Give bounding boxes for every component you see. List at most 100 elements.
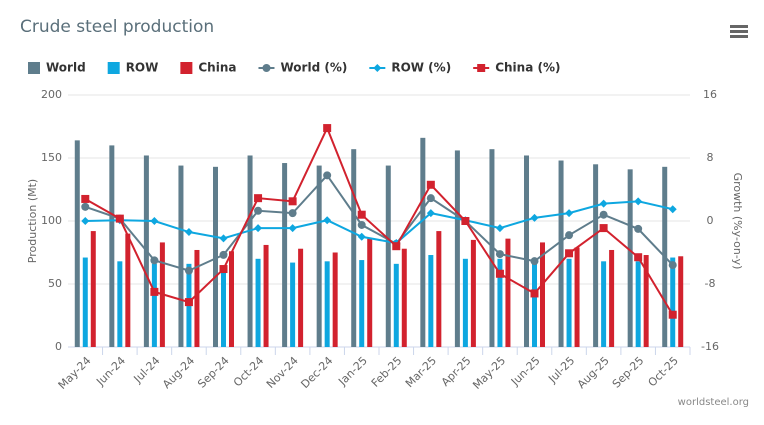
bar [566, 258, 572, 347]
bar [393, 263, 399, 347]
bar [678, 256, 684, 347]
line-marker [323, 124, 332, 133]
bar [298, 248, 304, 347]
legend-item: China [180, 61, 236, 75]
x-tick-label: Jul-25 [545, 354, 577, 386]
line-marker [323, 171, 332, 180]
y2-tick-label: 8 [707, 151, 714, 164]
line-marker [599, 199, 608, 208]
line [84, 125, 674, 316]
y-tick-label: 50 [48, 277, 62, 290]
y2-tick-label: -16 [701, 340, 719, 353]
line-marker [461, 217, 470, 225]
x-tick-label: May-25 [470, 354, 508, 392]
line-marker [254, 206, 263, 215]
legend-item: China (%) [473, 61, 560, 75]
line-marker [81, 217, 90, 225]
y-tick-label: 200 [41, 88, 62, 101]
legend-marker [373, 64, 382, 72]
bar [282, 163, 288, 347]
y-axis-title: Production (Mt) [26, 179, 39, 263]
line-marker [599, 210, 608, 219]
bar [643, 255, 649, 347]
y-tick-label: 150 [41, 151, 62, 164]
bar [109, 145, 115, 347]
bar [574, 247, 580, 347]
x-tick-label: Feb-25 [369, 354, 405, 390]
bar [505, 238, 511, 347]
line-marker [634, 224, 643, 233]
bar [82, 257, 88, 347]
line-marker [565, 249, 574, 258]
x-tick-label: Sep-24 [195, 354, 232, 391]
bar [627, 169, 633, 347]
legend-item: ROW (%) [369, 61, 451, 75]
x-tick-label: Sep-25 [610, 354, 647, 391]
chart-title: Crude steel production [20, 17, 214, 37]
line-marker [530, 257, 539, 266]
legend-label: ROW (%) [391, 61, 451, 75]
legend-item: World [28, 61, 86, 75]
line-marker [668, 205, 677, 214]
line-marker [357, 220, 366, 229]
line-marker [357, 232, 366, 241]
x-tick-label: Nov-24 [264, 354, 301, 391]
bar [213, 166, 218, 347]
line-marker [288, 224, 297, 233]
bar [670, 257, 676, 347]
menu-button[interactable] [730, 25, 748, 38]
legend-label: World [46, 61, 86, 75]
bar [263, 244, 269, 347]
line-marker [634, 197, 643, 206]
line-marker [81, 194, 90, 203]
legend-marker [477, 64, 486, 72]
x-tick-label: Dec-24 [298, 354, 335, 391]
bar [385, 165, 391, 347]
line-marker [150, 217, 159, 225]
line-marker [81, 202, 90, 211]
legend-item: World (%) [258, 61, 347, 75]
bar [151, 263, 157, 347]
x-tick-label: Mar-25 [403, 354, 439, 390]
line-marker [323, 216, 332, 225]
line-marker [599, 224, 608, 233]
legend-swatch [28, 62, 40, 74]
line [84, 173, 674, 272]
line-marker [219, 250, 228, 259]
y2-tick-label: 0 [707, 214, 714, 227]
bar [178, 165, 184, 347]
bar [359, 260, 365, 347]
line-marker [219, 234, 228, 243]
legend-label: World (%) [280, 61, 347, 75]
bar [90, 231, 96, 347]
bar [324, 261, 330, 347]
line-marker [254, 224, 263, 233]
line-marker [565, 231, 574, 240]
line-marker [426, 209, 435, 218]
y-tick-label: 100 [41, 214, 62, 227]
bar [351, 149, 357, 347]
line-marker [495, 250, 504, 259]
bar [316, 165, 322, 347]
line-marker [184, 228, 193, 237]
bar [601, 261, 607, 347]
bar [558, 160, 564, 347]
line-marker [150, 256, 159, 265]
credit: worldsteel.org [678, 397, 749, 408]
line-marker [219, 265, 228, 274]
legend-item: ROW [107, 61, 158, 75]
bar [367, 238, 373, 347]
line [85, 200, 673, 245]
line-marker [254, 194, 263, 203]
legend-label: China [198, 61, 236, 75]
line-marker [530, 289, 539, 298]
bar [524, 155, 529, 347]
line-marker [115, 214, 124, 223]
bar [489, 149, 495, 347]
line-marker [426, 180, 435, 189]
bar [194, 249, 200, 347]
x-tick-label: Jul-24 [131, 354, 163, 386]
bar [593, 164, 599, 347]
x-tick-label: Aug-25 [575, 354, 612, 391]
